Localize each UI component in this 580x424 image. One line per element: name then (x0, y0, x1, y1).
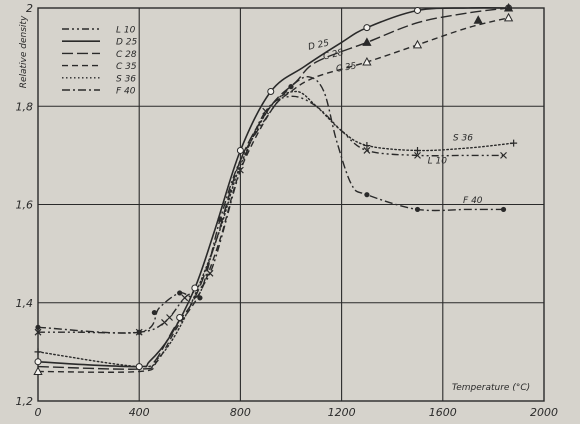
marker-s-36 (363, 142, 371, 150)
y-tick-label: 1,2 (16, 395, 34, 408)
marker-c-35 (33, 366, 43, 376)
y-tick-label: 1,8 (16, 100, 34, 113)
x-tick-label: 1600 (429, 406, 457, 419)
y-axis-label: Relative density (19, 15, 29, 88)
marker-c-28 (362, 37, 372, 46)
legend-label-c-28: C 28 (116, 50, 137, 60)
marker-s-36 (34, 348, 42, 356)
marker-l-10 (166, 314, 173, 321)
legend-label-s-36: S 36 (116, 74, 136, 84)
marker-l-10 (363, 147, 371, 154)
marker-c-35 (362, 56, 372, 66)
x-tick-label: 0 (35, 406, 42, 419)
marker-d-25 (176, 313, 184, 321)
marker-f-40 (217, 216, 223, 222)
y-tick-label: 1,6 (16, 199, 34, 212)
marker-l-10 (34, 328, 42, 336)
y-tick-label: 1,4 (16, 297, 34, 310)
legend: L 10 D 25 C 28 C 35 S 36 F 40 (62, 26, 138, 97)
legend-label-d-25: D 25 (116, 38, 138, 48)
marker-d-25 (236, 146, 244, 154)
series-label-l-10: L 10 (428, 157, 448, 167)
marker-f-40 (35, 324, 41, 330)
marker-l-10 (181, 294, 189, 302)
series-markers (33, 2, 518, 376)
x-tick-label: 1200 (328, 406, 356, 419)
x-tick-label: 400 (129, 406, 150, 419)
marker-f-40 (151, 309, 157, 316)
marker-c-28 (473, 15, 483, 24)
legend-label-f-40: F 40 (116, 87, 136, 97)
series-line-f-40 (37, 76, 504, 334)
marker-l-10 (500, 151, 507, 159)
marker-f-40 (364, 192, 370, 198)
marker-l-10 (262, 107, 270, 115)
x-tick-labels: 0 400 800 1200 1600 2000 (35, 406, 559, 419)
series-label-d-25: D 25 (307, 38, 330, 52)
marker-c-28 (503, 2, 514, 12)
marker-f-40 (288, 84, 294, 90)
grid (38, 8, 544, 401)
marker-f-40 (136, 329, 142, 335)
marker-f-40 (197, 295, 203, 301)
legend-label-l-10: L 10 (116, 26, 136, 36)
series-line-s-36 (37, 90, 515, 368)
plot-frame (37, 7, 545, 402)
marker-d-25 (414, 6, 421, 14)
marker-f-40 (177, 290, 183, 296)
series-line-c-28 (37, 7, 509, 370)
y-tick-label: 2 (26, 2, 33, 15)
marker-s-36 (414, 146, 421, 154)
y-tick-labels: 1,2 1,4 1,6 1,8 2 (16, 2, 34, 408)
marker-d-25 (363, 24, 371, 32)
legend-label-c-35: C 35 (116, 62, 137, 72)
marker-d-25 (267, 88, 275, 96)
marker-d-25 (191, 284, 199, 292)
series-line-c-35 (37, 17, 509, 373)
marker-c-35 (412, 39, 423, 49)
series-label-c-28: C 28 (322, 48, 345, 63)
series-labels: L 10 D 25C 28C 35 S 36 F 40 (307, 38, 483, 206)
x-tick-label: 2000 (530, 406, 558, 419)
marker-f-40 (414, 206, 421, 213)
series-label-c-35: C 35 (335, 61, 357, 74)
marker-c-35 (503, 12, 514, 22)
marker-s-36 (510, 139, 518, 147)
marker-d-25 (135, 363, 143, 371)
series-line-l-10 (38, 95, 504, 334)
marker-l-10 (414, 151, 421, 159)
series-label-f-40: F 40 (463, 196, 483, 206)
series-label-s-36: S 36 (453, 134, 473, 144)
x-tick-label: 800 (230, 406, 251, 419)
x-axis-label: Temperature (°C) (452, 383, 530, 393)
marker-d-25 (34, 358, 42, 366)
marker-l-10 (206, 269, 214, 277)
marker-f-40 (500, 206, 507, 213)
marker-l-10 (236, 166, 244, 174)
